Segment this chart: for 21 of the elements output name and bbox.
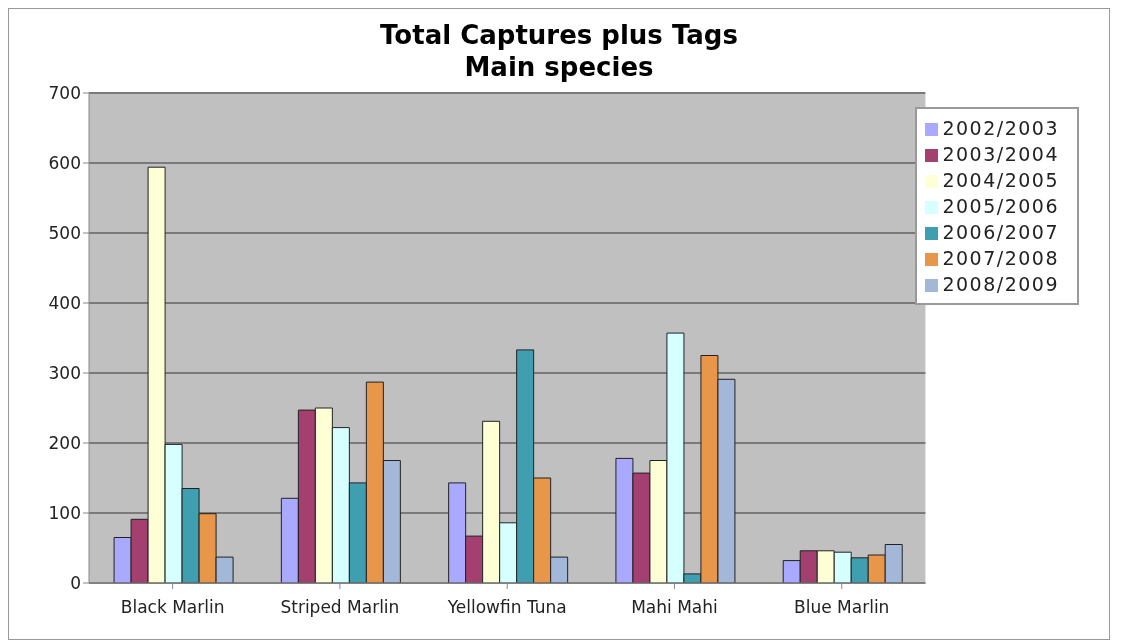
legend-label: 2004/2005 <box>942 169 1059 191</box>
x-tick-label: Black Marlin <box>120 597 225 618</box>
x-tick-label: Striped Marlin <box>280 597 400 618</box>
y-tick-label: 200 <box>48 433 81 454</box>
y-tick-label: 300 <box>48 363 81 384</box>
x-tick-label: Mahi Mahi <box>631 597 718 618</box>
x-tick-label: Yellowfin Tuna <box>446 597 567 618</box>
legend-label: 2008/2009 <box>942 273 1059 295</box>
y-tick-label: 500 <box>48 223 81 244</box>
y-tick-label: 600 <box>48 153 81 174</box>
chart-title: Total Captures plus Tags Main species <box>379 19 739 83</box>
y-tick-label: 0 <box>70 573 81 594</box>
x-tick-label: Blue Marlin <box>794 597 890 618</box>
legend-label: 2005/2006 <box>942 195 1059 217</box>
y-tick-label: 100 <box>48 503 81 524</box>
legend-label: 2007/2008 <box>942 247 1059 269</box>
legend-label: 2006/2007 <box>942 221 1059 243</box>
legend-label: 2002/2003 <box>942 117 1059 139</box>
y-tick-label: 700 <box>48 83 81 104</box>
legend-label: 2003/2004 <box>942 143 1059 165</box>
y-tick-label: 400 <box>48 293 81 314</box>
